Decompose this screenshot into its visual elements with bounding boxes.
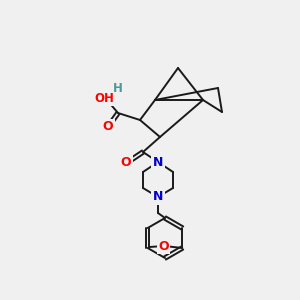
Text: O: O (121, 155, 131, 169)
Text: N: N (153, 155, 163, 169)
Text: N: N (153, 190, 163, 203)
Text: O: O (158, 239, 169, 253)
Text: OH: OH (94, 92, 114, 104)
Text: H: H (113, 82, 123, 94)
Text: O: O (103, 121, 113, 134)
